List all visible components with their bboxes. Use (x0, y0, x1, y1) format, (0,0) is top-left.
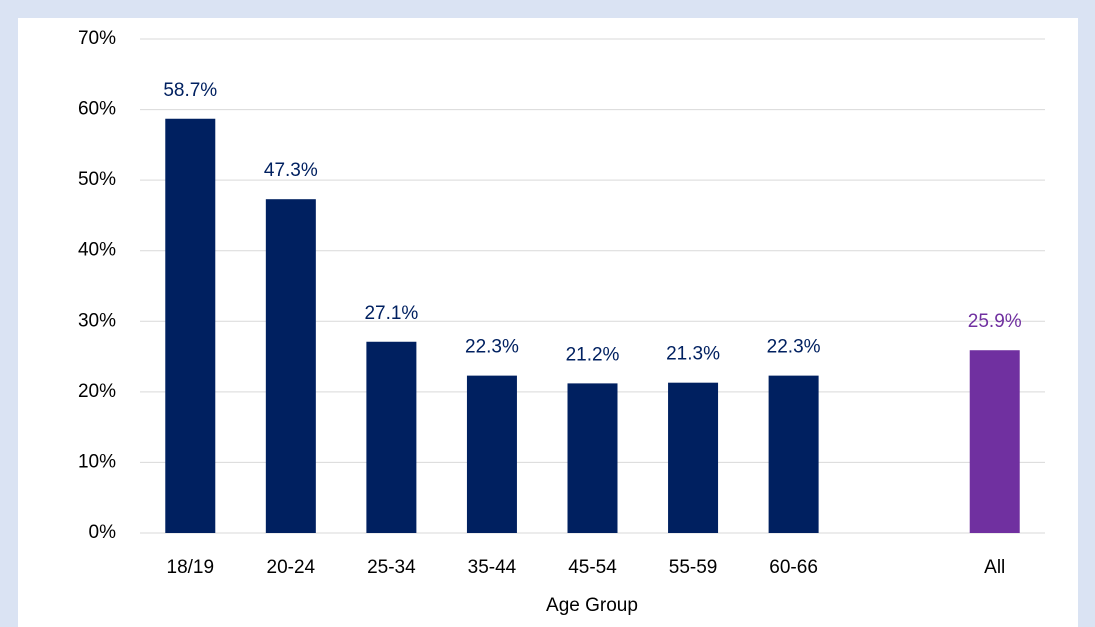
bar (768, 375, 819, 533)
y-tick-label: 50% (78, 169, 116, 190)
y-tick-label: 60% (78, 99, 116, 120)
y-tick-label: 40% (78, 240, 116, 261)
bar (668, 382, 719, 533)
x-tick-label: 60-66 (769, 557, 818, 578)
bar (466, 375, 517, 533)
value-label: 47.3% (264, 160, 318, 181)
bar (165, 118, 216, 533)
x-tick-label: 35-44 (468, 557, 517, 578)
x-tick-label: 20-24 (267, 557, 316, 578)
value-label: 58.7% (163, 80, 217, 101)
x-axis-title: Age Group (546, 595, 638, 616)
y-tick-label: 70% (78, 28, 116, 49)
bar (969, 350, 1020, 533)
bar (567, 383, 618, 533)
value-label: 27.1% (364, 303, 418, 324)
value-label: 25.9% (968, 311, 1022, 332)
value-label: 21.3% (666, 344, 720, 365)
x-tick-label: All (984, 557, 1005, 578)
y-tick-label: 20% (78, 381, 116, 402)
bar (366, 341, 417, 533)
y-tick-label: 0% (89, 522, 117, 543)
x-tick-label: 25-34 (367, 557, 416, 578)
value-label: 21.2% (566, 344, 620, 365)
x-tick-label: 18/19 (167, 557, 215, 578)
x-tick-label: 45-54 (568, 557, 617, 578)
value-label: 22.3% (465, 337, 519, 358)
value-label: 22.3% (767, 337, 821, 358)
x-tick-label: 55-59 (669, 557, 718, 578)
y-tick-label: 10% (78, 451, 116, 472)
y-tick-label: 30% (78, 310, 116, 331)
bar (265, 199, 316, 533)
